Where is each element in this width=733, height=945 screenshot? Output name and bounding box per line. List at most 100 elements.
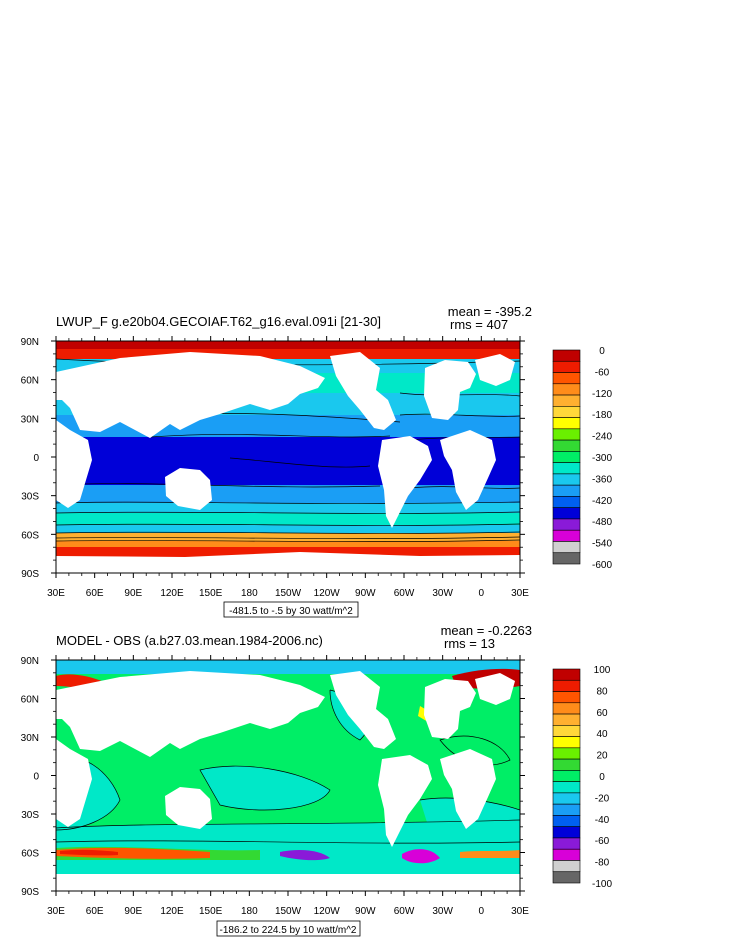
lon-tick-label: 0 [479,588,485,599]
colorbar-swatch [552,668,581,681]
lon-tick-label: 90E [124,906,142,917]
panel2-range-label: -186.2 to 224.5 by 10 watt/m^2 [220,925,357,936]
colorbar-label: 40 [596,729,608,740]
lat-tick-label: 30N [21,733,39,744]
panel2-range-box: -186.2 to 224.5 by 10 watt/m^2 [216,920,361,937]
panel2-land [56,671,520,891]
colorbar-label: -240 [592,432,612,443]
colorbar-swatch [552,541,581,554]
panel1-range-box: -481.5 to -.5 by 30 watt/m^2 [223,601,359,618]
colorbar-swatch [552,736,581,749]
colorbar-swatch [552,394,581,407]
colorbar-swatch [552,792,581,805]
colorbar-swatch [552,815,581,827]
colorbar-swatch [552,451,581,463]
panel2-mean: mean = -0.2263 [441,623,532,638]
lon-tick-label: 60E [86,906,104,917]
lon-tick-label: 150W [275,588,302,599]
colorbar-label: -60 [595,836,610,847]
colorbar-swatch [552,552,581,565]
lat-tick-label: 60N [21,376,39,387]
lat-tick-label: 0 [33,772,39,783]
colorbar-label: -540 [592,539,612,550]
lon-tick-label: 30W [432,588,453,599]
colorbar-swatch [552,417,581,430]
lat-tick-label: 90N [21,337,39,348]
panel2-ticks: 90N 60N 30N 0 30S 60S 90S 30E 60E 90E 120E 150E 180 1… [21,655,529,917]
lat-tick-label: 60N [21,695,39,706]
colorbar-swatch [552,679,581,692]
colorbar-swatch [552,462,581,475]
colorbar-swatch [552,713,581,726]
colorbar-swatch [552,781,581,794]
lon-tick-label: 90W [355,906,376,917]
lon-tick-label: 60W [394,906,415,917]
colorbar-label: 0 [599,346,605,357]
lon-tick-label: 30W [432,906,453,917]
colorbar-swatch [552,871,581,884]
colorbar-swatch [552,406,581,418]
colorbar-label: -20 [595,793,610,804]
lat-tick-label: 90N [21,656,39,667]
colorbar-swatch [552,803,581,816]
colorbar-label: 0 [599,772,605,783]
colorbar-swatch [552,529,581,542]
lat-tick-label: 90S [21,569,39,580]
lon-tick-label: 0 [479,906,485,917]
colorbar-swatch [552,473,581,486]
colorbar-swatch [552,372,581,385]
lat-tick-label: 30S [21,810,39,821]
lat-tick-label: 30N [21,414,39,425]
colorbar-label: -360 [592,474,612,485]
lat-tick-label: 0 [33,453,39,464]
lon-tick-label: 30E [511,588,529,599]
colorbar-label: -300 [592,453,612,464]
lon-tick-label: 30E [47,588,65,599]
panel1-mean: mean = -395.2 [448,304,532,319]
panel2-title: MODEL - OBS (a.b27.03.mean.1984-2006.nc) [56,633,323,648]
colorbar-swatch [552,725,581,737]
panel2-map [56,660,520,891]
panel1-map [56,341,520,573]
colorbar-swatch [552,860,581,873]
lon-tick-label: 180 [241,588,258,599]
lon-tick-label: 90E [124,588,142,599]
panel-lwup: LWUP_F g.e20b04.GECOIAF.T62_g16.eval.091… [21,304,612,618]
panel1-land [56,352,520,573]
colorbar-swatch [552,826,581,839]
colorbar-swatch [552,747,581,760]
colorbar-label: -600 [592,560,612,571]
panel2-rms: rms = 13 [444,636,495,651]
colorbar-swatch [552,758,581,771]
lon-tick-label: 120W [314,906,341,917]
lon-tick-label: 180 [241,906,258,917]
colorbar-swatch [552,383,581,396]
lon-tick-label: 120E [160,906,184,917]
colorbar-swatch [552,428,581,441]
lon-tick-label: 120W [314,588,341,599]
panel1-ticks: 90N 60N 30N 0 30S 60S 90S 30E 60E 90E 120E 150E 180 1… [21,336,529,599]
lon-tick-label: 120E [160,588,184,599]
colorbar-label: 60 [596,708,608,719]
panel1-range-label: -481.5 to -.5 by 30 watt/m^2 [229,606,353,617]
colorbar-swatch [552,702,581,715]
colorbar-swatch [552,518,581,531]
lon-tick-label: 60W [394,588,415,599]
lon-tick-label: 150E [199,588,223,599]
colorbar-swatch [552,837,581,850]
panel2-colorbar: 100 80 60 40 20 0 -20 -40 -60 -80 -100 [552,665,612,890]
colorbar-swatch [552,691,581,704]
panel-model-minus-obs: MODEL - OBS (a.b27.03.mean.1984-2006.nc)… [21,623,612,937]
colorbar-swatch [552,848,581,861]
colorbar-swatch [552,360,581,373]
panel1-colorbar: 0 -60 -120 -180 -240 -300 -360 -420 -480 -540 -600 [552,346,612,571]
lat-tick-label: 60S [21,849,39,860]
lon-tick-label: 30E [511,906,529,917]
lon-tick-label: 150E [199,906,223,917]
lon-tick-label: 90W [355,588,376,599]
colorbar-label: -480 [592,517,612,528]
lon-tick-label: 150W [275,906,302,917]
panel1-title: LWUP_F g.e20b04.GECOIAF.T62_g16.eval.091… [56,314,381,329]
panel1-rms: rms = 407 [450,317,508,332]
